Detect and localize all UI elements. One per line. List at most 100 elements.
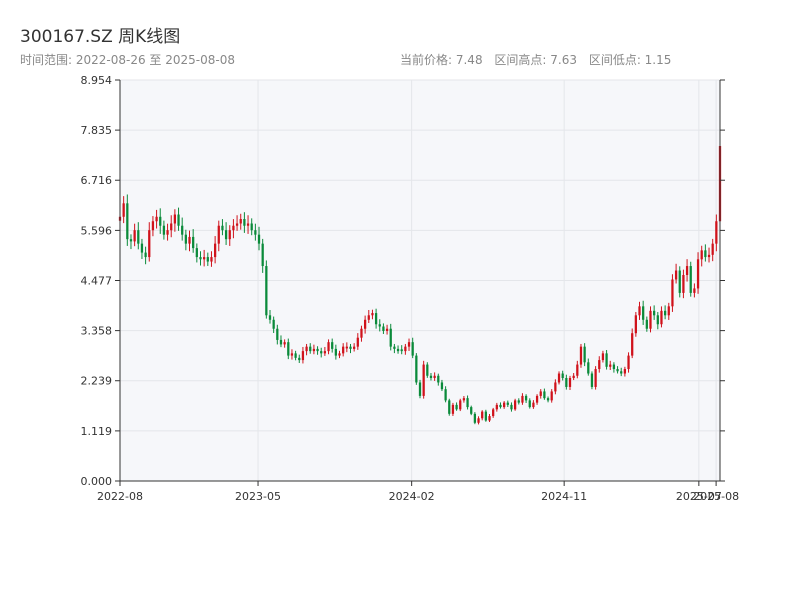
candle xyxy=(627,352,630,373)
candle-body xyxy=(327,342,330,352)
candle-body xyxy=(126,203,129,240)
x-ticks: 2022-08 2023-05 2024-02 2024-11 2025-072025-… xyxy=(97,481,739,503)
candle xyxy=(488,413,491,422)
candle-body xyxy=(521,395,524,403)
candle xyxy=(246,215,250,234)
candle xyxy=(382,323,385,334)
candle-body xyxy=(320,351,323,354)
candle-body xyxy=(638,306,641,316)
candle xyxy=(170,215,173,238)
candle-body xyxy=(422,364,425,396)
candle-body xyxy=(235,223,239,226)
candle-body xyxy=(265,266,268,316)
candle-body xyxy=(506,402,509,405)
candle-body xyxy=(382,326,385,331)
candle-body xyxy=(473,413,477,423)
candle xyxy=(535,394,539,405)
candle xyxy=(415,353,418,385)
candle-body xyxy=(667,306,670,316)
candle xyxy=(707,247,711,263)
candle xyxy=(572,373,575,381)
candle xyxy=(166,223,169,241)
candle xyxy=(217,220,220,252)
candle-body xyxy=(166,230,169,235)
candle-body xyxy=(440,382,444,390)
candle-body xyxy=(565,377,568,387)
candle xyxy=(503,401,506,409)
candle-body xyxy=(393,346,396,349)
candle xyxy=(682,269,685,299)
candle-body xyxy=(309,346,312,352)
candle xyxy=(568,375,572,390)
candle xyxy=(634,311,637,337)
candle xyxy=(407,338,411,351)
candle xyxy=(539,389,542,399)
candle-body xyxy=(305,346,308,352)
candle-body xyxy=(323,351,327,354)
candle-body xyxy=(532,402,535,408)
candle xyxy=(338,350,341,359)
candle xyxy=(693,283,696,298)
candle-body xyxy=(331,342,334,349)
candle xyxy=(484,409,487,422)
candle xyxy=(550,389,553,403)
candle xyxy=(638,301,641,320)
candle xyxy=(448,398,451,416)
candle-body xyxy=(192,236,195,249)
candle xyxy=(645,316,648,332)
candle-body xyxy=(294,353,297,358)
candle-body xyxy=(455,404,458,410)
x-tick-label: 2024-11 xyxy=(541,490,587,503)
candle xyxy=(353,343,356,352)
candle-body xyxy=(371,313,374,316)
candle xyxy=(272,316,275,333)
candle xyxy=(224,222,228,245)
candle-body xyxy=(338,353,341,356)
candle xyxy=(671,274,674,312)
candle-body xyxy=(162,225,166,235)
candle-body xyxy=(298,357,301,361)
candle xyxy=(243,212,246,233)
candle xyxy=(276,324,279,345)
candle-body xyxy=(279,339,283,345)
candle xyxy=(685,259,689,282)
candle-body xyxy=(528,400,531,408)
candle xyxy=(356,333,359,350)
candle xyxy=(250,218,253,236)
candle xyxy=(305,343,308,356)
candle-body xyxy=(649,310,652,329)
candle xyxy=(715,214,718,252)
candle xyxy=(389,323,392,351)
candle xyxy=(323,346,327,356)
x-tick-label: 2022-08 xyxy=(97,490,143,503)
candle xyxy=(601,350,605,363)
candle xyxy=(232,219,235,239)
candle-body xyxy=(653,310,656,316)
candle xyxy=(444,386,447,403)
x-tick-label: 2024-02 xyxy=(389,490,435,503)
candle xyxy=(477,416,480,425)
candle-body xyxy=(557,373,561,383)
candle-body xyxy=(488,416,491,421)
candle xyxy=(598,356,601,373)
candle-body xyxy=(363,319,367,329)
candle xyxy=(206,252,209,266)
candle-body xyxy=(492,409,495,417)
y-tick-label: 7.835 xyxy=(81,124,113,137)
candle xyxy=(667,302,670,320)
candle xyxy=(612,362,616,373)
candle-body xyxy=(246,223,250,226)
candle xyxy=(265,260,268,319)
candle-body xyxy=(693,288,696,293)
candle-body xyxy=(645,319,648,329)
candle-body xyxy=(437,375,440,383)
candle-body xyxy=(283,342,286,345)
y-tick-label: 0.000 xyxy=(81,475,113,488)
candle xyxy=(510,402,513,412)
candle xyxy=(228,225,231,246)
candle-body xyxy=(199,257,202,260)
candle-body xyxy=(671,279,674,307)
candle xyxy=(301,346,305,364)
candle xyxy=(473,412,477,425)
candle xyxy=(429,373,433,381)
